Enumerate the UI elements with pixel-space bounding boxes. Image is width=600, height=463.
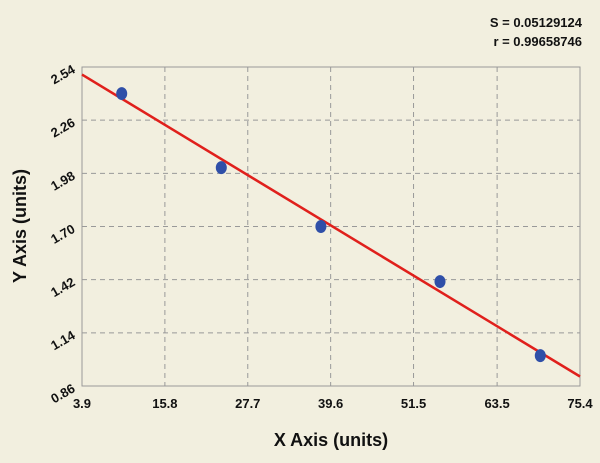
y-tick-label: 2.26 [48, 115, 77, 141]
data-point [116, 87, 128, 101]
x-tick-label: 3.9 [73, 396, 91, 411]
data-point [315, 220, 327, 233]
data-point [434, 275, 446, 289]
data-point [215, 161, 227, 175]
x-tick-label: 15.8 [152, 396, 177, 411]
y-tick-label: 2.54 [48, 61, 78, 87]
annotation: S = 0.05129124 [490, 15, 583, 30]
fit-line [81, 73, 581, 378]
annotation: r = 0.99658746 [493, 34, 582, 49]
y-tick-label: 1.42 [48, 274, 77, 300]
x-tick-label: 75.4 [567, 396, 593, 411]
y-tick-label: 1.70 [48, 221, 77, 247]
y-tick-label: 1.14 [48, 327, 78, 353]
x-tick-label: 39.6 [318, 396, 343, 411]
y-axis-label: Y Axis (units) [10, 169, 30, 283]
x-axis-label: X Axis (units) [274, 430, 388, 450]
x-tick-label: 27.7 [235, 396, 260, 411]
x-tick-label: 63.5 [484, 396, 509, 411]
data-point [534, 349, 546, 363]
x-tick-label: 51.5 [401, 396, 426, 411]
y-tick-label: 1.98 [48, 168, 77, 194]
